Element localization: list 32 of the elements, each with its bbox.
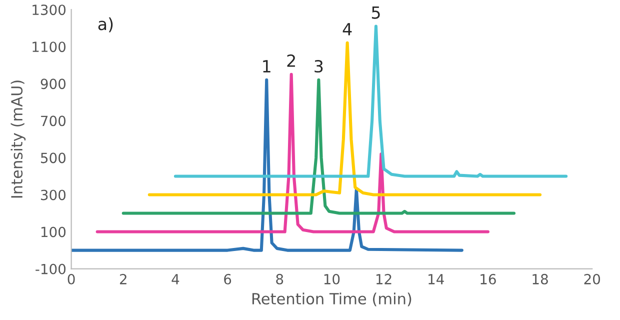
annotation: 5	[372, 6, 380, 19]
x-tick-label: 0	[68, 274, 75, 284]
annotation: 3	[314, 60, 323, 73]
x-axis-title: Retention Time (min)	[252, 292, 412, 306]
annotation: a)	[98, 17, 113, 32]
y-tick-label: 100	[41, 226, 66, 238]
x-tick-label: 10	[324, 274, 340, 284]
x-tick-label: 12	[376, 274, 392, 284]
x-tick-label: 4	[172, 274, 180, 284]
y-axis-title: Intensity (mAU)	[10, 80, 26, 198]
x-tick-label: 6	[224, 274, 232, 284]
x-tick-label: 20	[584, 274, 600, 284]
line-series	[71, 78, 464, 252]
y-tick-label: 1300	[32, 4, 66, 16]
x-tick-label: 2	[120, 274, 126, 284]
y-tick-label: -100	[36, 264, 66, 274]
x-tick-label: 16	[480, 274, 496, 284]
line-series	[148, 41, 542, 196]
x-tick-label: 14	[428, 274, 444, 284]
annotation: 2	[287, 54, 295, 67]
x-tick-label: 18	[532, 274, 548, 284]
annotation: 4	[342, 23, 352, 36]
line-series	[174, 24, 568, 178]
y-tick-label: 300	[40, 190, 66, 200]
y-tick-label: 700	[41, 116, 66, 126]
y-tick-label: 1100	[32, 42, 66, 52]
y-tick-label: 900	[40, 78, 66, 90]
y-tick-label: 500	[41, 152, 66, 164]
annotation: 1	[263, 60, 270, 72]
line-series	[122, 78, 516, 215]
line-series	[96, 72, 490, 234]
x-tick-label: 8	[276, 274, 284, 284]
